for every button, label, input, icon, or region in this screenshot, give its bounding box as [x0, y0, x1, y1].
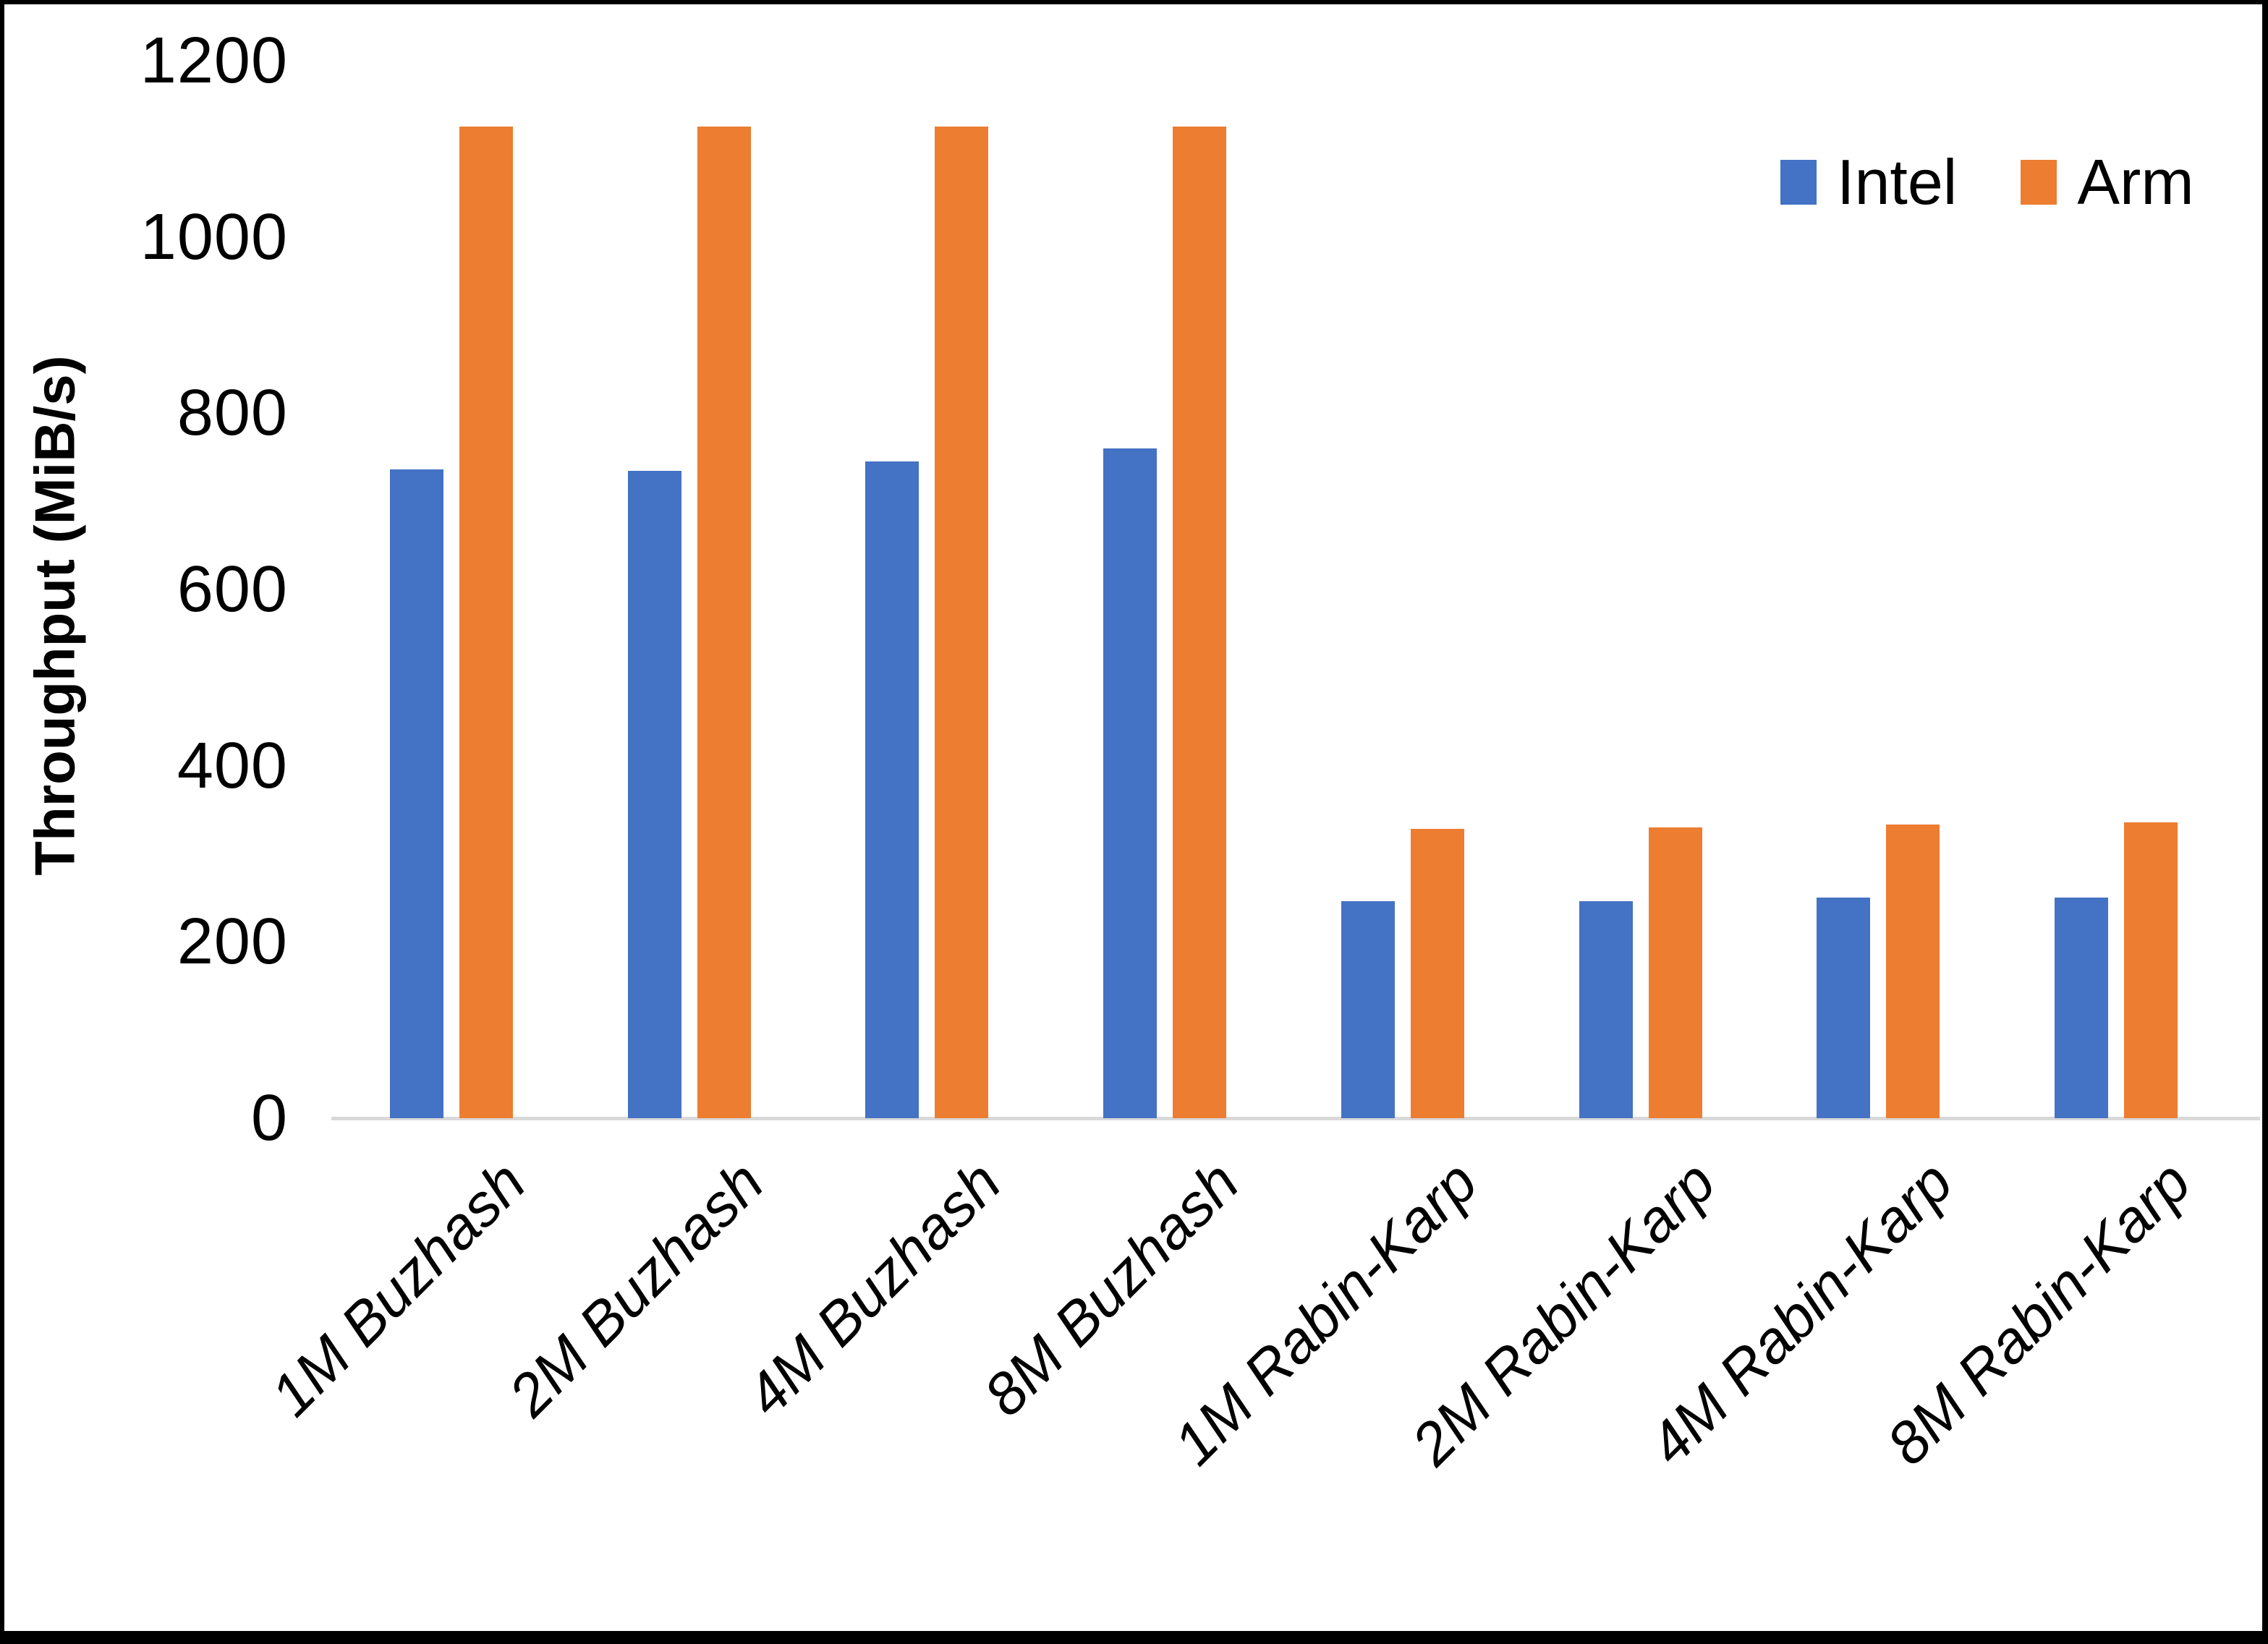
- bar-arm-2m-buzhash: [697, 127, 751, 1118]
- legend-item-arm: Arm: [2021, 146, 2194, 218]
- bar-arm-1m-rabin-karp: [1411, 829, 1464, 1118]
- legend-label-arm: Arm: [2077, 146, 2194, 218]
- bar-intel-1m-rabin-karp: [1341, 901, 1395, 1118]
- bar-intel-2m-rabin-karp: [1579, 901, 1633, 1118]
- plot-area: Throughput (MiB/s) 0 200 400 600 800 1000 1200…: [4, 4, 2262, 1631]
- bar-intel-4m-buzhash: [865, 461, 919, 1118]
- legend-item-intel: Intel: [1780, 146, 1957, 218]
- bar-arm-4m-rabin-karp: [1886, 825, 1940, 1118]
- y-tick-label-1200: 1200: [140, 25, 288, 97]
- legend-label-intel: Intel: [1837, 146, 1958, 218]
- legend-swatch-intel: [1780, 160, 1817, 205]
- bar-intel-4m-rabin-karp: [1817, 898, 1870, 1118]
- legend: Intel Arm: [1780, 146, 2194, 218]
- bar-intel-8m-rabin-karp: [2055, 898, 2108, 1118]
- y-tick-label-800: 800: [177, 377, 288, 449]
- bar-arm-4m-buzhash: [935, 127, 988, 1118]
- y-tick-label-200: 200: [177, 906, 288, 978]
- bar-intel-1m-buzhash: [390, 469, 443, 1118]
- bar-intel-2m-buzhash: [628, 471, 681, 1118]
- x-axis-line: [331, 1117, 2260, 1120]
- y-tick-label-0: 0: [250, 1082, 288, 1154]
- bar-intel-8m-buzhash: [1103, 448, 1157, 1118]
- y-tick-label-400: 400: [177, 730, 288, 802]
- bar-arm-1m-buzhash: [459, 127, 513, 1118]
- y-tick-label-600: 600: [177, 553, 288, 626]
- y-tick-label-1000: 1000: [140, 201, 288, 273]
- bar-arm-8m-rabin-karp: [2124, 822, 2178, 1118]
- bar-arm-2m-rabin-karp: [1649, 827, 1702, 1118]
- bar-arm-8m-buzhash: [1173, 127, 1226, 1118]
- legend-swatch-arm: [2021, 160, 2057, 205]
